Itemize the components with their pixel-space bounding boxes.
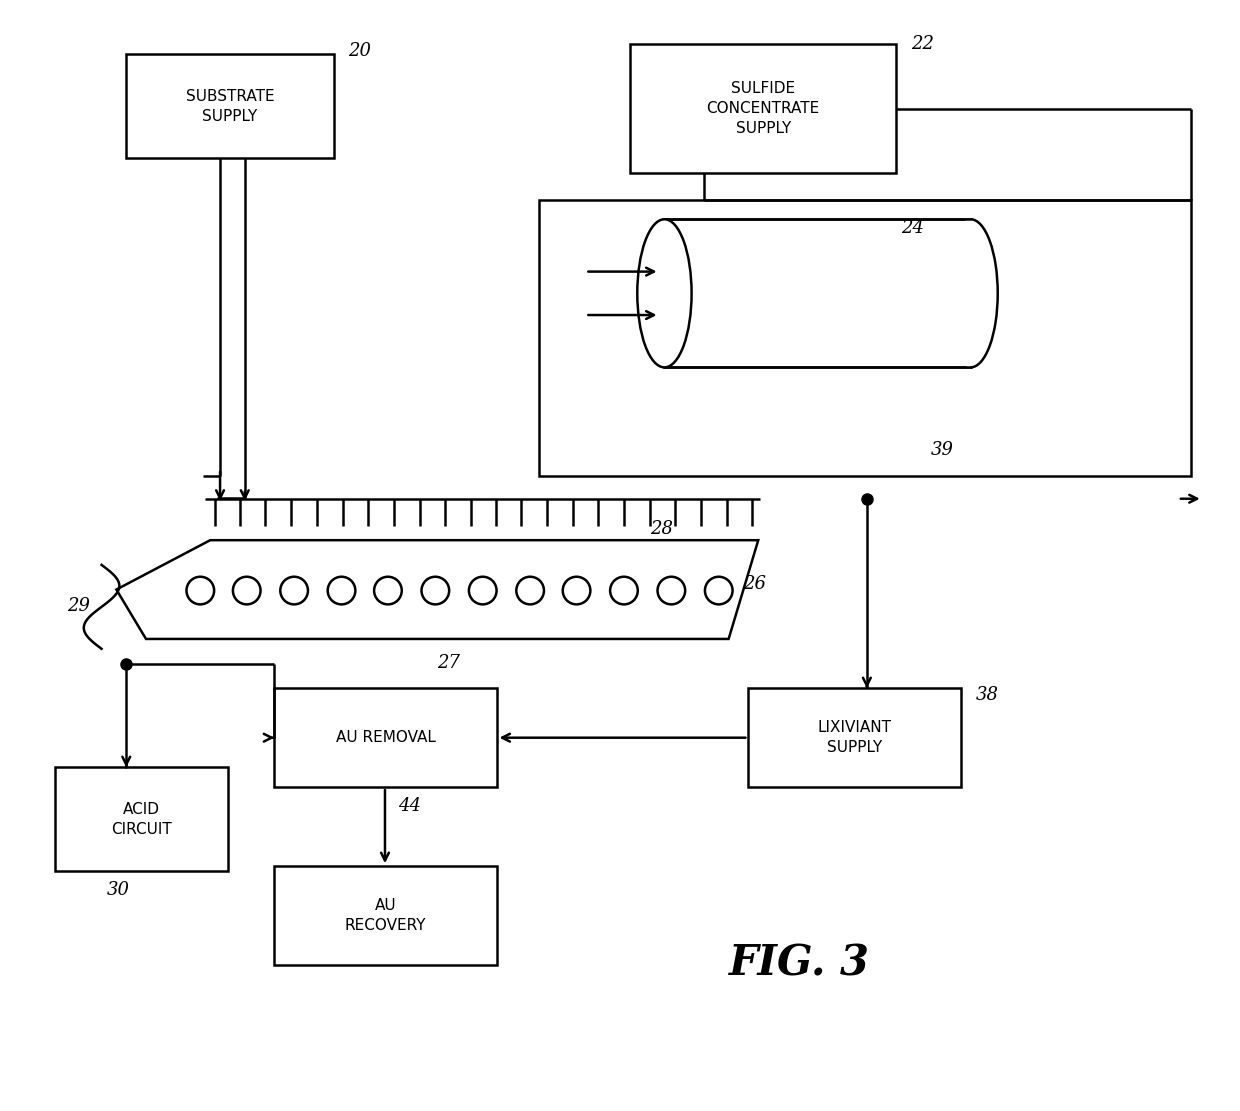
Text: 24: 24 [901,219,925,238]
Text: FIG. 3: FIG. 3 [729,942,869,984]
Text: 44: 44 [398,797,420,815]
Circle shape [704,577,733,604]
Bar [55,768,228,871]
Circle shape [610,577,637,604]
Text: AU REMOVAL: AU REMOVAL [336,730,435,745]
Circle shape [657,577,686,604]
Text: 30: 30 [107,881,129,899]
Polygon shape [117,540,758,639]
Circle shape [327,577,356,604]
Text: 22: 22 [911,34,934,52]
Text: AU
RECOVERY: AU RECOVERY [345,898,427,933]
Text: 20: 20 [348,41,372,60]
Bar [274,689,496,787]
Text: LIXIVIANT
SUPPLY: LIXIVIANT SUPPLY [817,720,892,755]
Circle shape [469,577,496,604]
Bar [126,54,334,158]
Text: 29: 29 [67,598,91,615]
Bar [665,219,971,368]
Bar [539,200,1190,476]
Text: SUBSTRATE
SUPPLY: SUBSTRATE SUPPLY [186,89,274,123]
Circle shape [516,577,544,604]
Text: SULFIDE
CONCENTRATE
SUPPLY: SULFIDE CONCENTRATE SUPPLY [707,81,820,136]
Bar [274,867,496,964]
Ellipse shape [637,219,692,368]
Text: 28: 28 [650,520,672,539]
Circle shape [563,577,590,604]
Text: 39: 39 [931,441,954,460]
Text: 26: 26 [744,574,766,593]
Bar [630,44,897,173]
Ellipse shape [944,219,998,368]
Bar [749,689,961,787]
Circle shape [422,577,449,604]
Text: ACID
CIRCUIT: ACID CIRCUIT [112,802,172,837]
Circle shape [233,577,260,604]
Circle shape [280,577,308,604]
Circle shape [186,577,215,604]
Text: 38: 38 [976,687,998,704]
Circle shape [374,577,402,604]
Text: 27: 27 [438,653,460,672]
